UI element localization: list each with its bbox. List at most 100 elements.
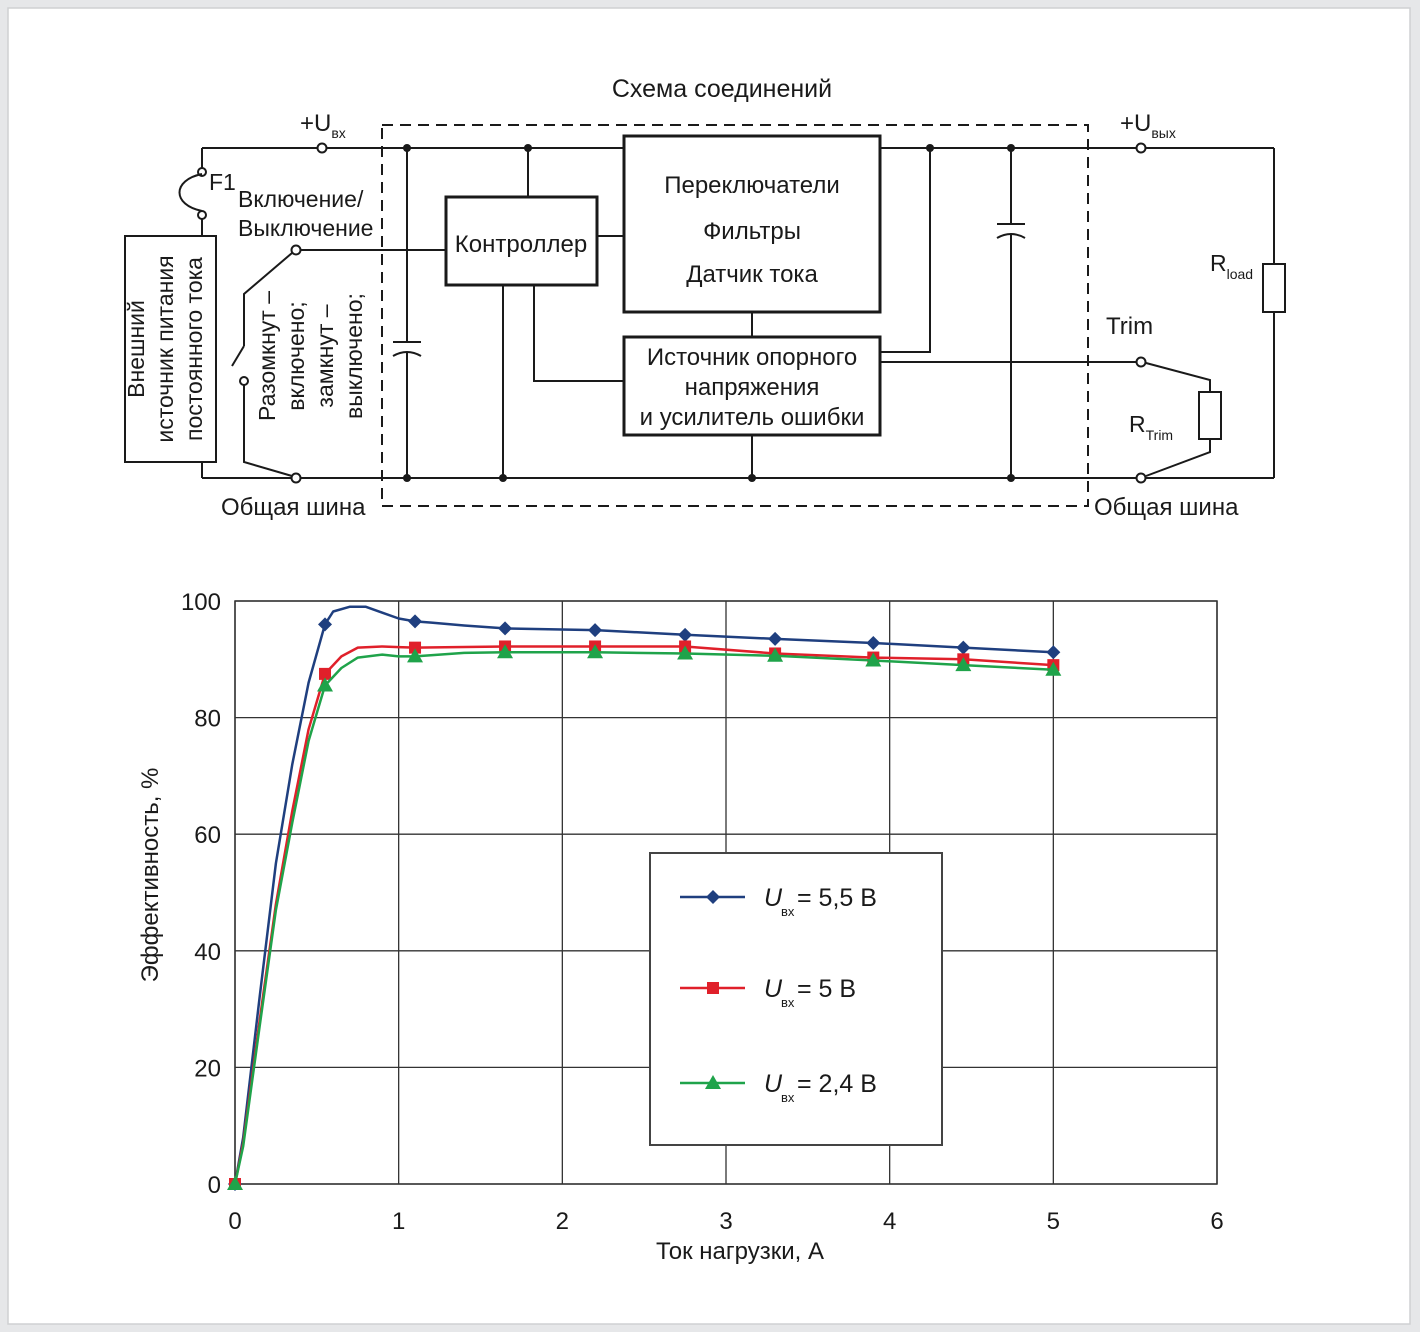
data-point [955,657,972,672]
gnd-terminal-left [290,472,302,484]
legend-label-main: U [764,975,783,1003]
onoff-label-line1: Включение/ [238,186,364,212]
data-point [497,644,514,659]
data-point [1045,661,1062,676]
x-axis-label: Ток нагрузки, А [656,1238,824,1265]
series-triangle [227,644,1062,1190]
legend-item: Uвх = 5 В [680,975,856,1010]
trim-network: Trim RTrim [1106,313,1222,477]
x-tick-label: 4 [883,1208,896,1235]
legend-swatch-marker [707,982,719,994]
fuse-f1: F1 [178,148,236,236]
ref-label-line1: Источник опорного [647,344,857,371]
ref-label-line2: напряжения [685,374,820,401]
legend-label-value: = 5 В [797,975,856,1003]
y-tick-label: 100 [181,589,221,616]
data-point [866,635,881,650]
load-resistor-branch: Rload [1210,148,1286,478]
vout-label: +Uвых [1120,110,1176,141]
power-stage-box [622,134,882,314]
chart-series [227,605,1062,1191]
trim-label: Trim [1106,313,1153,340]
legend-label-sub: вх [781,904,795,919]
data-point [677,645,694,660]
data-point [678,627,693,642]
y-tick-label: 0 [208,1172,221,1199]
gnd-label-left: Общая шина [221,494,366,521]
data-point [956,640,971,655]
data-point [498,621,513,636]
y-axis-label: Эффективность, % [137,768,164,983]
x-tick-label: 1 [392,1208,405,1235]
x-tick-label: 2 [556,1208,569,1235]
data-point [407,648,424,663]
gnd-label-right: Общая шина [1094,494,1239,521]
source-label-line2: источник питания [152,255,178,442]
power-label-line1: Переключатели [664,172,840,199]
source-label-line3: постоянного тока [181,257,207,441]
reference-amplifier-block: Источник опорного напряжения и усилитель… [622,144,1136,482]
output-capacitor [996,144,1026,482]
switch-note-line1: Разомкнут – [254,291,280,421]
y-tick-label: 60 [194,822,221,849]
data-point [319,667,332,680]
legend-swatch-marker [705,1075,721,1089]
rload-label: Rload [1210,250,1253,282]
switch-note-line2: включено; [283,301,309,410]
data-point [318,617,333,632]
vout-terminal [1135,142,1147,154]
data-point [768,631,783,646]
vin-label: +Uвх [300,110,346,141]
legend-swatch-marker [706,890,720,904]
connection-diagram: Схема соединений Внешний источник питани… [123,75,1286,521]
series-line [233,605,1054,1185]
vin-terminal [316,142,328,154]
data-point [409,641,422,654]
x-tick-label: 3 [719,1208,732,1235]
x-tick-label: 5 [1047,1208,1060,1235]
data-point [408,614,423,629]
y-tick-label: 20 [194,1055,221,1082]
data-point [227,1176,243,1190]
power-stage-block: Переключатели Фильтры Датчик тока [622,134,882,337]
legend-label-main: U [764,884,783,912]
controller-box [444,195,599,287]
input-capacitor [392,144,422,482]
ref-label-line3: и усилитель ошибки [640,404,865,431]
legend-box [649,852,943,1146]
data-point [1046,645,1061,660]
data-point [317,677,334,692]
controller-block: Контроллер [444,144,624,482]
y-tick-label: 40 [194,939,221,966]
module-dashed-boundary [381,124,1089,507]
plot-area-frame [234,600,1218,1185]
legend-label-sub: вх [781,995,795,1010]
controller-label: Контроллер [455,231,587,258]
y-tick-label: 80 [194,706,221,733]
source-label-line1: Внешний [123,300,149,398]
legend-item: Uвх = 2,4 В [680,1070,877,1105]
switch-note-line4: выключено; [341,293,367,419]
switch-note-line3: замкнут – [312,304,338,407]
rtrim-label: RTrim [1129,411,1173,443]
power-label-line2: Фильтры [703,218,801,245]
legend-label-main: U [764,1070,783,1098]
external-source-box [124,235,217,463]
data-point [588,623,603,638]
trim-terminal [1135,356,1147,368]
x-tick-label: 6 [1210,1208,1223,1235]
gnd-terminal-right [1135,472,1147,484]
diagram-title: Схема соединений [612,75,832,103]
series-line [233,651,1054,1185]
legend-label-sub: вх [781,1090,795,1105]
data-point [865,652,882,667]
x-tick-label: 0 [228,1208,241,1235]
legend-label-value: = 2,4 В [797,1070,877,1098]
fuse-label: F1 [209,169,236,195]
onoff-label-line2: Выключение [238,215,373,241]
onoff-terminal [290,244,302,256]
